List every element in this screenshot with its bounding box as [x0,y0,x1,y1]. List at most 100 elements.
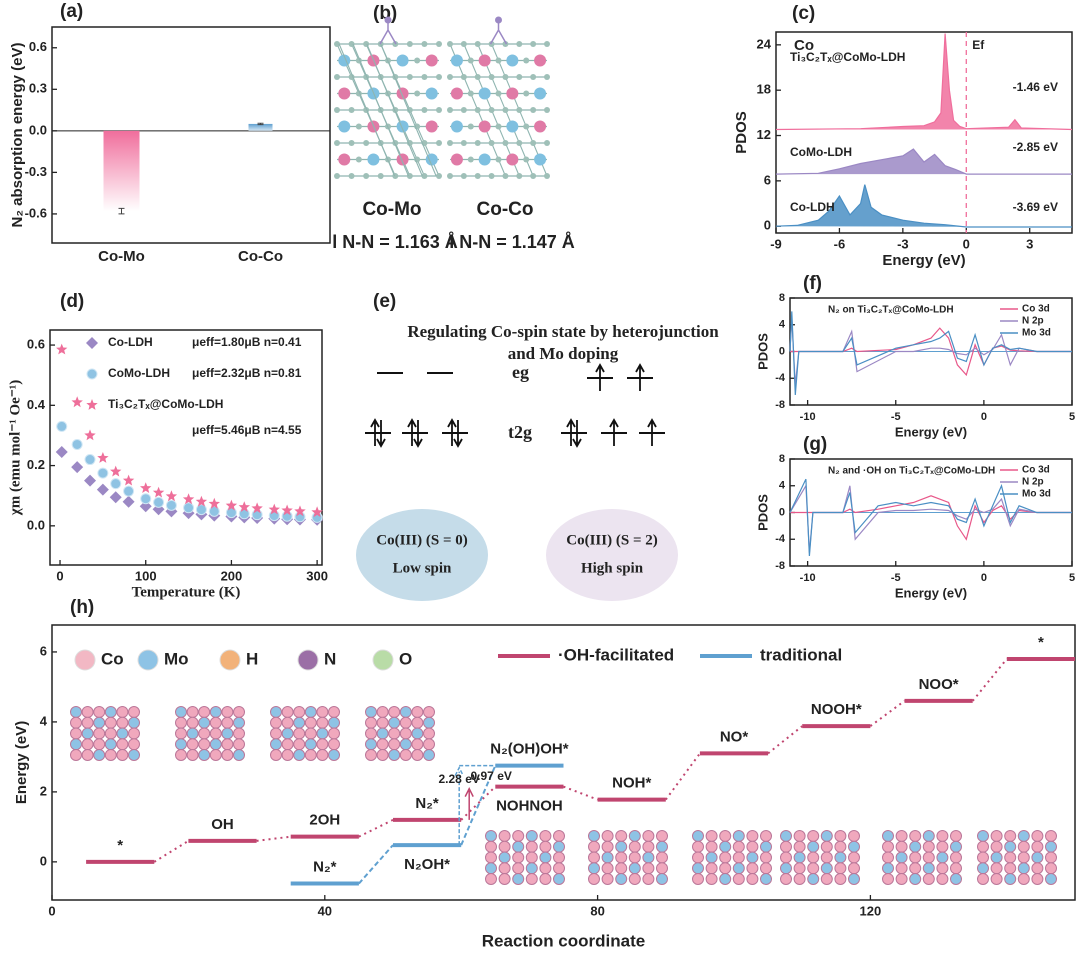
slab-atom [365,706,377,718]
lattice-atom [495,57,502,64]
y-tick-label: 0.2 [27,457,45,472]
slab-atom [746,851,759,864]
slab-atom [807,851,820,864]
legend-label: traditional [760,645,842,664]
x-tick-label: -10 [800,411,816,423]
slab-atom [512,873,525,885]
slab-atom [719,830,732,842]
legend-label: Co 3d [1022,465,1050,476]
slab-atom [498,830,511,842]
marker [281,504,293,516]
lattice-atom [478,54,491,67]
bar [103,130,140,212]
lattice-atom [544,173,550,179]
marker [84,429,96,441]
slab-atom [293,749,306,761]
marker [152,486,165,498]
slab-atom [936,851,949,864]
x-tick-label: 0 [981,411,987,423]
legend-label: N 2p [1022,316,1044,327]
spin-arrow [647,418,657,446]
marker [153,496,165,508]
slab-atom [780,873,792,885]
slab-atom [539,851,552,864]
slab-atom [1045,840,1057,853]
slab-atom [104,706,117,718]
slab-atom [175,716,187,729]
slab-atom [423,738,435,751]
x-axis-label: Energy (eV) [895,424,967,439]
slab-atom [293,716,306,729]
slab-atom [221,749,234,761]
marker [251,502,263,514]
slab-atom [104,749,117,761]
pdos-line [775,33,1073,131]
pdos-line [789,478,1072,557]
lattice-atom [436,107,442,113]
slab-atom [328,706,340,718]
slab-atom [128,749,140,761]
legend-annotation: μeff=1.80μB n=0.41 [192,335,302,349]
slab-atom [977,873,989,885]
barrier-arrow [464,786,474,820]
y-axis-label: PDOS [755,494,770,531]
lattice-atom [516,140,523,146]
legend-annotation: μeff=5.46μB n=4.55 [192,423,302,437]
spin-arrow [609,418,619,446]
slab-atom [848,851,860,864]
lattice-atom [506,87,519,100]
lattice-atom [348,173,355,179]
slab-atom [293,706,306,718]
x-tick-label: 120 [860,903,882,918]
slab-atom [525,840,538,853]
slab-atom [70,706,82,718]
slab-atom [128,706,140,718]
slab-atom [128,727,140,740]
connector [971,658,1008,702]
slab-atom [760,873,772,885]
slab-atom [848,840,860,853]
slab-atom [399,749,412,761]
slab-atom [922,862,935,875]
slab-atom [588,830,600,842]
slab-atom [423,716,435,729]
atom-label: N [324,649,336,668]
slab-atom [1045,851,1057,864]
slab-atom [732,862,745,875]
y-tick-label: -0.6 [25,205,47,220]
level-label: NOHNOH [496,798,563,815]
slab-atom [1017,830,1030,842]
lattice-atom [530,107,537,113]
slab-atom [990,873,1003,885]
slab-atom [104,738,117,751]
slab-atom [270,706,282,718]
slab-atom [1045,873,1057,885]
slab-atom [93,727,106,740]
spin-arrow [447,418,457,446]
legend-label: ·OH-facilitated [558,645,674,664]
slab-atom [221,706,234,718]
marker [182,493,195,505]
lattice-atom [436,173,442,179]
barrier-arrow [454,764,496,846]
slab-atom [209,738,222,751]
slab-atom [882,873,894,885]
slab-atom [376,727,389,740]
y-tick-label: 0.4 [27,397,46,412]
n2-molecule [489,22,508,45]
spin-state: Co(III) (S = 2) [566,532,657,548]
panel-title: Regulating Co-spin state by heterojuncti… [407,322,719,341]
slab-atom [512,851,525,864]
slab-atom [732,851,745,864]
lattice-atom [523,90,530,97]
lattice-atom [530,74,537,80]
slab-atom [316,706,329,718]
level-label: NO* [720,728,749,745]
marker [208,505,220,517]
slab-atom [705,840,718,853]
spin-arrow [407,418,417,446]
x-tick-label: Co-Co [238,248,283,265]
slab-atom [895,862,908,875]
connector [358,818,394,838]
